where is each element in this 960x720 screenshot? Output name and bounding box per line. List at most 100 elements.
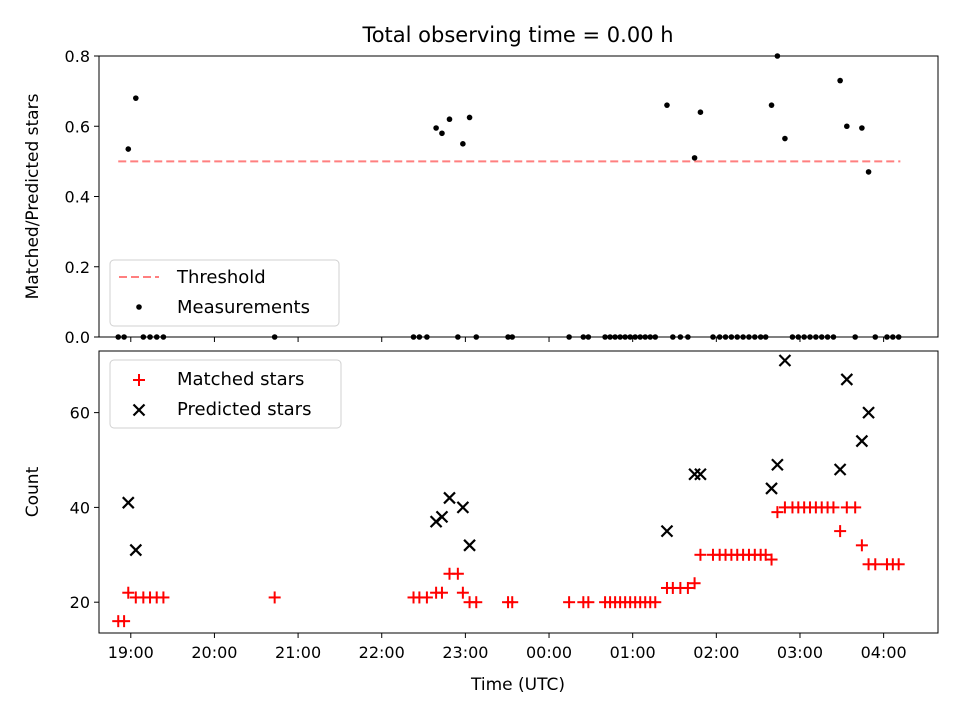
predicted-star-point [660,524,674,538]
predicted-star-point [129,543,143,557]
matched-star-point [420,591,433,604]
top-y-tick-label: 0.0 [65,328,90,347]
x-b [443,491,456,505]
matched-star-point [451,567,464,580]
predicted-star-point [443,491,456,505]
matched-star-point [435,586,448,599]
x-b [771,458,784,472]
legend-predicted-swatch-b [132,403,146,417]
x-b [121,496,135,509]
predicted-star-point [840,373,854,386]
measurement-point [446,116,453,123]
bottom-x-tick-label: 23:00 [442,643,488,662]
matched-star-point [892,558,905,571]
bottom-x-tick-label: 03:00 [777,643,823,662]
measurement-point [837,77,843,84]
bottom-x-tick-label: 00:00 [526,643,572,662]
measurement-point [859,125,865,131]
matched-star-point [122,586,135,599]
predicted-star-point [862,406,875,419]
top-y-axis-label: Matched/Predicted stars [23,93,43,299]
measurement-point [768,102,775,108]
matched-star-point [582,596,595,609]
legend-threshold-label: Threshold [176,267,266,288]
matched-star-point [834,525,847,538]
matched-star-point [688,577,701,590]
top-y-tick-label: 0.6 [65,117,90,136]
x-b [129,543,143,557]
top-legend: Threshold Measurements [109,259,340,327]
measurement-point [691,155,698,161]
x-b [862,406,875,419]
chart-title: Total observing time = 0.00 h [361,23,673,47]
bottom-plot-panel: Count 20 40 60 19:00 20:00 21:00 22:00 23:00 00:0… [23,350,939,662]
matched-star-point [855,539,868,552]
matched-star-point [649,596,662,609]
top-plot-panel: Matched/Predicted stars 0.0 0.2 0.4 0.6 0.8 Th… [23,47,939,347]
predicted-star-point [463,539,476,552]
matched-star-point [681,581,694,594]
measurement-point [782,135,788,142]
predicted-star-point [121,496,135,509]
top-plot-frame [98,55,939,338]
predicted-star-point [855,434,869,448]
top-y-tick-label: 0.4 [65,188,90,207]
x-b [840,373,854,386]
matched-star-point [118,615,131,628]
legend-predicted-label: Predicted stars [177,399,311,420]
legend-box [109,259,340,327]
bottom-x-tick-label: 01:00 [610,643,656,662]
predicted-star-point [771,458,784,472]
matched-star-point [563,596,576,609]
bottom-y-tick-label: 60 [70,404,90,423]
measurement-point [433,125,439,131]
measurement-point [439,130,445,137]
matched-star-point [765,553,778,566]
bottom-x-tick-label: 20:00 [191,643,237,662]
x-axis-label: Time (UTC) [470,675,565,695]
x-b [435,510,449,524]
matched-star-point [771,506,784,519]
measurement-point [466,114,473,121]
bottom-plot-frame [98,350,939,634]
measurement-point [697,109,704,115]
bottom-legend: Matched stars Predicted stars [109,359,342,429]
predicted-star-point [694,467,707,481]
x-b [765,482,778,495]
measurement-point [844,123,850,130]
matched-star-point [268,591,281,604]
predicted-star-point [765,482,778,495]
x-b [778,354,792,367]
x-b [463,539,476,552]
x-b [456,501,470,514]
matched-star-point [869,558,882,571]
matched-star-point [456,586,469,599]
bottom-x-tick-label: 19:00 [108,643,154,662]
matched-star-point [694,548,707,561]
top-y-tick-label: 0.8 [65,47,90,66]
measurement-point [125,146,132,152]
matched-star-point [827,501,840,514]
legend-matched-label: Matched stars [177,369,304,390]
top-y-tick-label: 0.2 [65,258,90,277]
bottom-x-tick-label: 21:00 [275,643,321,662]
x-b [833,463,847,476]
x-b [855,434,869,448]
measurement-point [460,141,466,147]
bottom-y-tick-label: 20 [70,593,90,612]
bottom-y-axis-label: Count [23,466,43,517]
legend-measurement-label: Measurements [177,297,310,318]
bottom-x-tick-label: 02:00 [693,643,739,662]
bottom-y-tick-label: 40 [70,498,90,517]
measurement-point [865,169,872,175]
matched-star-point [506,596,519,609]
predicted-star-point [435,510,449,524]
matched-star-point [470,596,483,609]
matched-star-point [157,591,170,604]
predicted-star-point [778,354,792,367]
measurement-point [664,102,670,108]
predicted-star-point [456,501,470,514]
predicted-star-point [833,463,847,476]
legend-measurement-swatch [136,304,142,310]
